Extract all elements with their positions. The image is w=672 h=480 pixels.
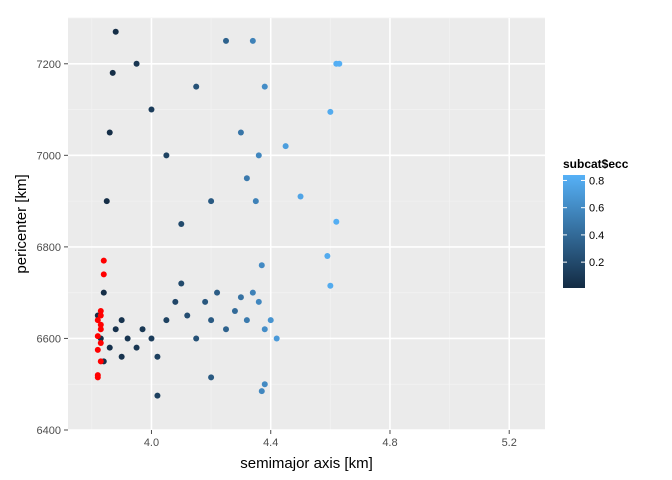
data-point — [118, 317, 125, 324]
x-tick-label: 5.2 — [502, 437, 517, 449]
data-point — [327, 282, 334, 289]
data-point — [249, 37, 256, 44]
data-point — [327, 108, 334, 115]
data-point — [252, 198, 259, 205]
data-point — [106, 344, 113, 351]
legend-tick-label: 0.2 — [589, 257, 604, 269]
data-point — [178, 280, 185, 287]
data-point — [148, 106, 155, 113]
legend-ticks: 0.2 0.4 0.6 0.8 — [563, 175, 604, 269]
highlight-point — [94, 346, 101, 353]
data-point — [112, 28, 119, 35]
data-point — [133, 60, 140, 67]
highlight-point — [100, 257, 107, 264]
y-tick-label: 7200 — [37, 59, 61, 71]
highlight-point — [97, 340, 104, 347]
data-point — [109, 69, 116, 76]
data-point — [193, 335, 200, 342]
data-point — [261, 83, 268, 90]
data-point — [154, 392, 161, 399]
data-point — [139, 326, 146, 333]
data-point — [258, 262, 265, 269]
data-point — [243, 175, 250, 182]
data-point — [255, 152, 262, 159]
x-axis-ticks: 4.0 4.4 4.8 5.2 — [144, 430, 517, 449]
data-point — [124, 335, 131, 342]
data-point — [172, 298, 179, 305]
grid-minor — [68, 17, 545, 430]
data-point — [333, 218, 340, 225]
data-point — [237, 294, 244, 301]
x-axis-title: semimajor axis [km] — [240, 455, 373, 472]
highlight-point — [100, 271, 107, 278]
legend-colorbar — [563, 175, 585, 288]
highlight-point — [94, 317, 101, 324]
data-point — [202, 298, 209, 305]
legend-title: subcat$ecc — [563, 157, 629, 171]
data-point — [324, 253, 331, 260]
legend-tick-label: 0.8 — [589, 175, 604, 187]
y-tick-label: 6400 — [37, 425, 61, 437]
data-point — [223, 37, 230, 44]
data-point — [258, 388, 265, 395]
data-point — [237, 129, 244, 136]
data-point — [163, 317, 170, 324]
data-point — [112, 326, 119, 333]
data-point — [231, 307, 238, 314]
highlight-point — [97, 326, 104, 333]
highlight-point — [97, 358, 104, 365]
data-point — [133, 344, 140, 351]
legend-tick-label: 0.6 — [589, 203, 604, 215]
data-point — [208, 374, 215, 381]
data-point — [208, 317, 215, 324]
x-tick-label: 4.0 — [144, 437, 159, 449]
y-tick-label: 6800 — [37, 242, 61, 254]
highlight-point — [94, 374, 101, 381]
legend-tick-label: 0.4 — [589, 230, 604, 242]
data-point — [148, 335, 155, 342]
highlight-point — [97, 312, 104, 319]
data-point — [261, 326, 268, 333]
data-point — [267, 317, 274, 324]
y-tick-label: 6600 — [37, 333, 61, 345]
x-tick-label: 4.4 — [263, 437, 278, 449]
data-point — [118, 353, 125, 360]
data-point — [223, 326, 230, 333]
data-point — [184, 312, 191, 319]
data-point — [208, 198, 215, 205]
grid-major — [68, 18, 545, 431]
data-point — [154, 353, 161, 360]
data-point — [106, 129, 113, 136]
data-point — [261, 381, 268, 388]
data-point — [103, 198, 110, 205]
data-point — [163, 152, 170, 159]
points-layer — [94, 28, 343, 399]
data-point — [282, 143, 289, 150]
data-point — [178, 221, 185, 227]
highlight-point — [97, 321, 104, 328]
plot-panel — [68, 18, 545, 430]
data-point — [243, 317, 250, 324]
data-point — [297, 193, 304, 200]
data-point — [336, 60, 343, 67]
color-legend: subcat$ecc 0.2 0.4 0.6 0.8 — [563, 157, 629, 288]
data-point — [249, 289, 256, 296]
x-tick-label: 4.8 — [382, 437, 397, 449]
highlight-point — [94, 333, 101, 340]
data-point — [100, 289, 107, 296]
data-point — [273, 335, 280, 342]
data-point — [193, 83, 200, 90]
y-axis-title: pericenter [km] — [13, 174, 30, 273]
data-point — [214, 289, 221, 296]
y-tick-label: 7000 — [37, 150, 61, 162]
data-point — [255, 298, 262, 305]
highlight-point — [97, 307, 104, 314]
y-axis-ticks: 6400 6600 6800 7000 7200 — [37, 59, 68, 437]
